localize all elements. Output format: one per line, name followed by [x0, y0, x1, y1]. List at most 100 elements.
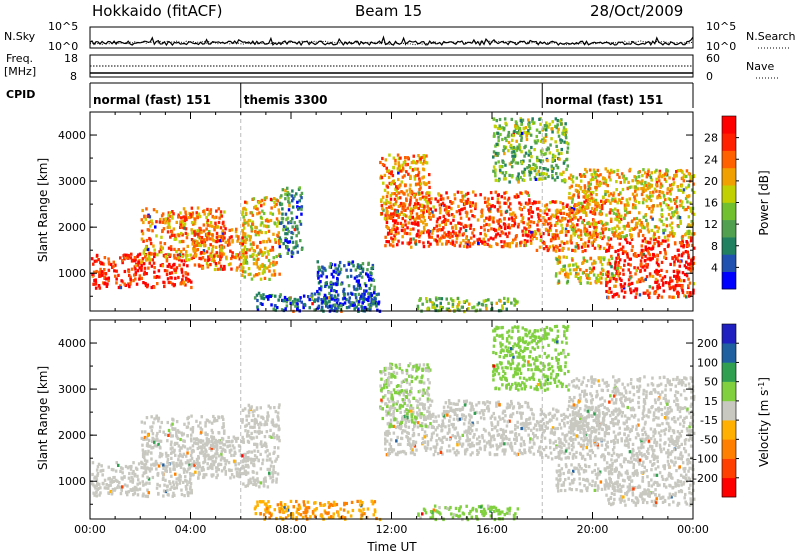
scatter-cell — [260, 440, 263, 444]
scatter-cell — [547, 147, 550, 151]
scatter-cell — [465, 224, 468, 228]
scatter-cell — [381, 207, 384, 211]
scatter-cell — [640, 221, 643, 225]
scatter-cell — [550, 137, 553, 141]
scatter-cell — [511, 138, 514, 142]
scatter-cell — [492, 134, 496, 138]
scatter-cell — [218, 216, 221, 220]
scatter-cell — [141, 494, 145, 498]
scatter-cell — [628, 210, 631, 214]
scatter-cell — [643, 188, 647, 192]
scatter-cell — [660, 241, 663, 246]
scatter-cell — [653, 170, 657, 174]
scatter-cell — [206, 453, 209, 457]
scatter-cell — [562, 129, 566, 133]
scatter-cell — [612, 232, 615, 237]
scatter-cell — [245, 414, 248, 418]
scatter-cell — [379, 176, 382, 180]
scatter-cell — [519, 202, 523, 206]
scatter-cell — [585, 268, 588, 273]
scatter-cell — [241, 254, 244, 258]
scatter-cell — [632, 203, 635, 207]
scatter-cell — [646, 247, 649, 251]
scatter-cell — [677, 214, 680, 218]
scatter-cell — [192, 472, 195, 476]
scatter-cell — [145, 245, 148, 249]
scatter-cell — [612, 277, 615, 281]
scatter-cell — [492, 150, 496, 154]
scatter-cell — [621, 230, 624, 235]
scatter-cell — [650, 228, 653, 233]
scatter-cell — [414, 220, 417, 224]
scatter-cell — [511, 154, 514, 158]
scatter-cell — [197, 464, 200, 468]
scatter-cell — [583, 232, 587, 236]
scatter-cell — [432, 302, 436, 306]
scatter-cell — [313, 298, 317, 302]
scatter-cell — [274, 410, 278, 414]
scatter-cell — [666, 205, 670, 210]
scatter-cell — [670, 221, 674, 225]
scatter-cell — [196, 229, 199, 233]
scatter-cell — [516, 131, 519, 135]
scatter-cell — [602, 228, 606, 232]
scatter-cell — [621, 251, 625, 255]
scatter-cell — [542, 127, 546, 131]
scatter-cell — [689, 236, 693, 240]
scatter-cell — [656, 284, 659, 288]
scatter-cell — [646, 228, 650, 232]
scatter-cell — [390, 236, 393, 240]
scatter-cell — [642, 279, 645, 283]
scatter-cell — [403, 231, 407, 235]
scatter-cell — [114, 487, 117, 491]
scatter-cell — [521, 178, 525, 182]
scatter-cell — [186, 279, 190, 284]
scatter-cell — [152, 421, 155, 425]
scatter-cell — [439, 305, 442, 309]
scatter-cell — [334, 270, 338, 274]
scatter-cell — [191, 428, 195, 432]
scatter-cell — [278, 427, 281, 431]
scatter-cell — [438, 211, 442, 215]
scatter-cell — [656, 229, 659, 234]
scatter-cell — [431, 210, 434, 214]
scatter-cell — [504, 171, 508, 175]
scatter-cell — [640, 192, 644, 197]
scatter-cell — [533, 230, 537, 234]
scatter-cell — [495, 119, 498, 123]
scatter-cell — [671, 229, 674, 234]
scatter-cell — [123, 483, 127, 487]
scatter-cell — [429, 207, 432, 211]
scatter-cell — [405, 163, 408, 167]
scatter-cell — [295, 224, 299, 228]
scatter-cell — [687, 267, 690, 271]
scatter-cell — [530, 233, 533, 237]
scatter-cell — [245, 251, 248, 255]
scatter-cell — [557, 134, 561, 138]
scatter-cell — [377, 300, 381, 304]
scatter-cell — [268, 434, 271, 439]
scatter-cell — [600, 221, 604, 225]
scatter-cell — [555, 163, 558, 167]
scatter-cell — [636, 280, 639, 284]
scatter-cell — [579, 233, 583, 237]
scatter-cell — [376, 308, 379, 312]
scatter-cell — [451, 240, 455, 244]
scatter-cell — [268, 269, 271, 273]
scatter-cell — [458, 212, 462, 216]
scatter-cell — [190, 433, 193, 437]
scatter-cell — [412, 193, 416, 197]
scatter-cell — [284, 197, 287, 201]
scatter-cell — [662, 228, 665, 232]
scatter-cell — [267, 229, 271, 233]
scatter-cell — [142, 239, 145, 243]
scatter-cell — [655, 168, 658, 172]
scatter-cell — [551, 169, 554, 174]
scatter-cell — [673, 210, 677, 214]
scatter-cell — [572, 263, 575, 267]
scatter-cell — [202, 209, 205, 214]
scatter-cell — [214, 254, 217, 258]
scatter-cell — [153, 252, 157, 256]
scatter-cell — [265, 255, 268, 259]
scatter-cell — [231, 251, 234, 255]
